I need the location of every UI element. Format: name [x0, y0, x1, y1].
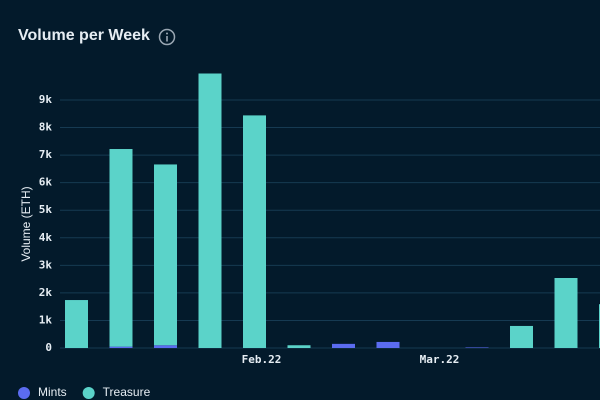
x-tick-label: Mar.22 [420, 353, 460, 366]
bar-segment [465, 347, 489, 348]
bar-segment [554, 277, 578, 348]
y-tick-label: 7k [39, 148, 53, 161]
legend-label: Treasure [103, 385, 151, 399]
bar-segment [332, 343, 355, 348]
y-tick-label: 1k [39, 313, 53, 326]
y-tick-label: 6k [39, 176, 53, 189]
legend-label: Mints [38, 385, 67, 399]
bar-segment [109, 149, 133, 347]
bar-segment [65, 300, 88, 348]
bar-segment [109, 346, 133, 348]
y-axis-label: Volume (ETH) [19, 186, 33, 261]
y-tick-label: 3k [39, 258, 53, 271]
info-icon[interactable] [158, 28, 176, 46]
y-tick-label: 5k [39, 203, 53, 216]
y-tick-label: 2k [39, 286, 53, 299]
y-tick-label: 8k [39, 121, 53, 134]
bar-segment [243, 115, 266, 348]
bar-segment [154, 345, 177, 348]
legend-marker [18, 387, 30, 399]
y-tick-label: 4k [39, 231, 53, 244]
chart-title: Volume per Week [18, 27, 150, 44]
bar-segment [287, 345, 311, 348]
legend-marker [82, 387, 95, 399]
y-tick-label: 9k [39, 93, 53, 106]
bar-segment [154, 164, 177, 346]
bar-segment [376, 341, 400, 348]
bar-segment [510, 325, 533, 348]
x-tick-label: Feb.22 [242, 353, 282, 366]
y-tick-label: 0 [45, 341, 52, 354]
bar-segment [198, 73, 222, 348]
